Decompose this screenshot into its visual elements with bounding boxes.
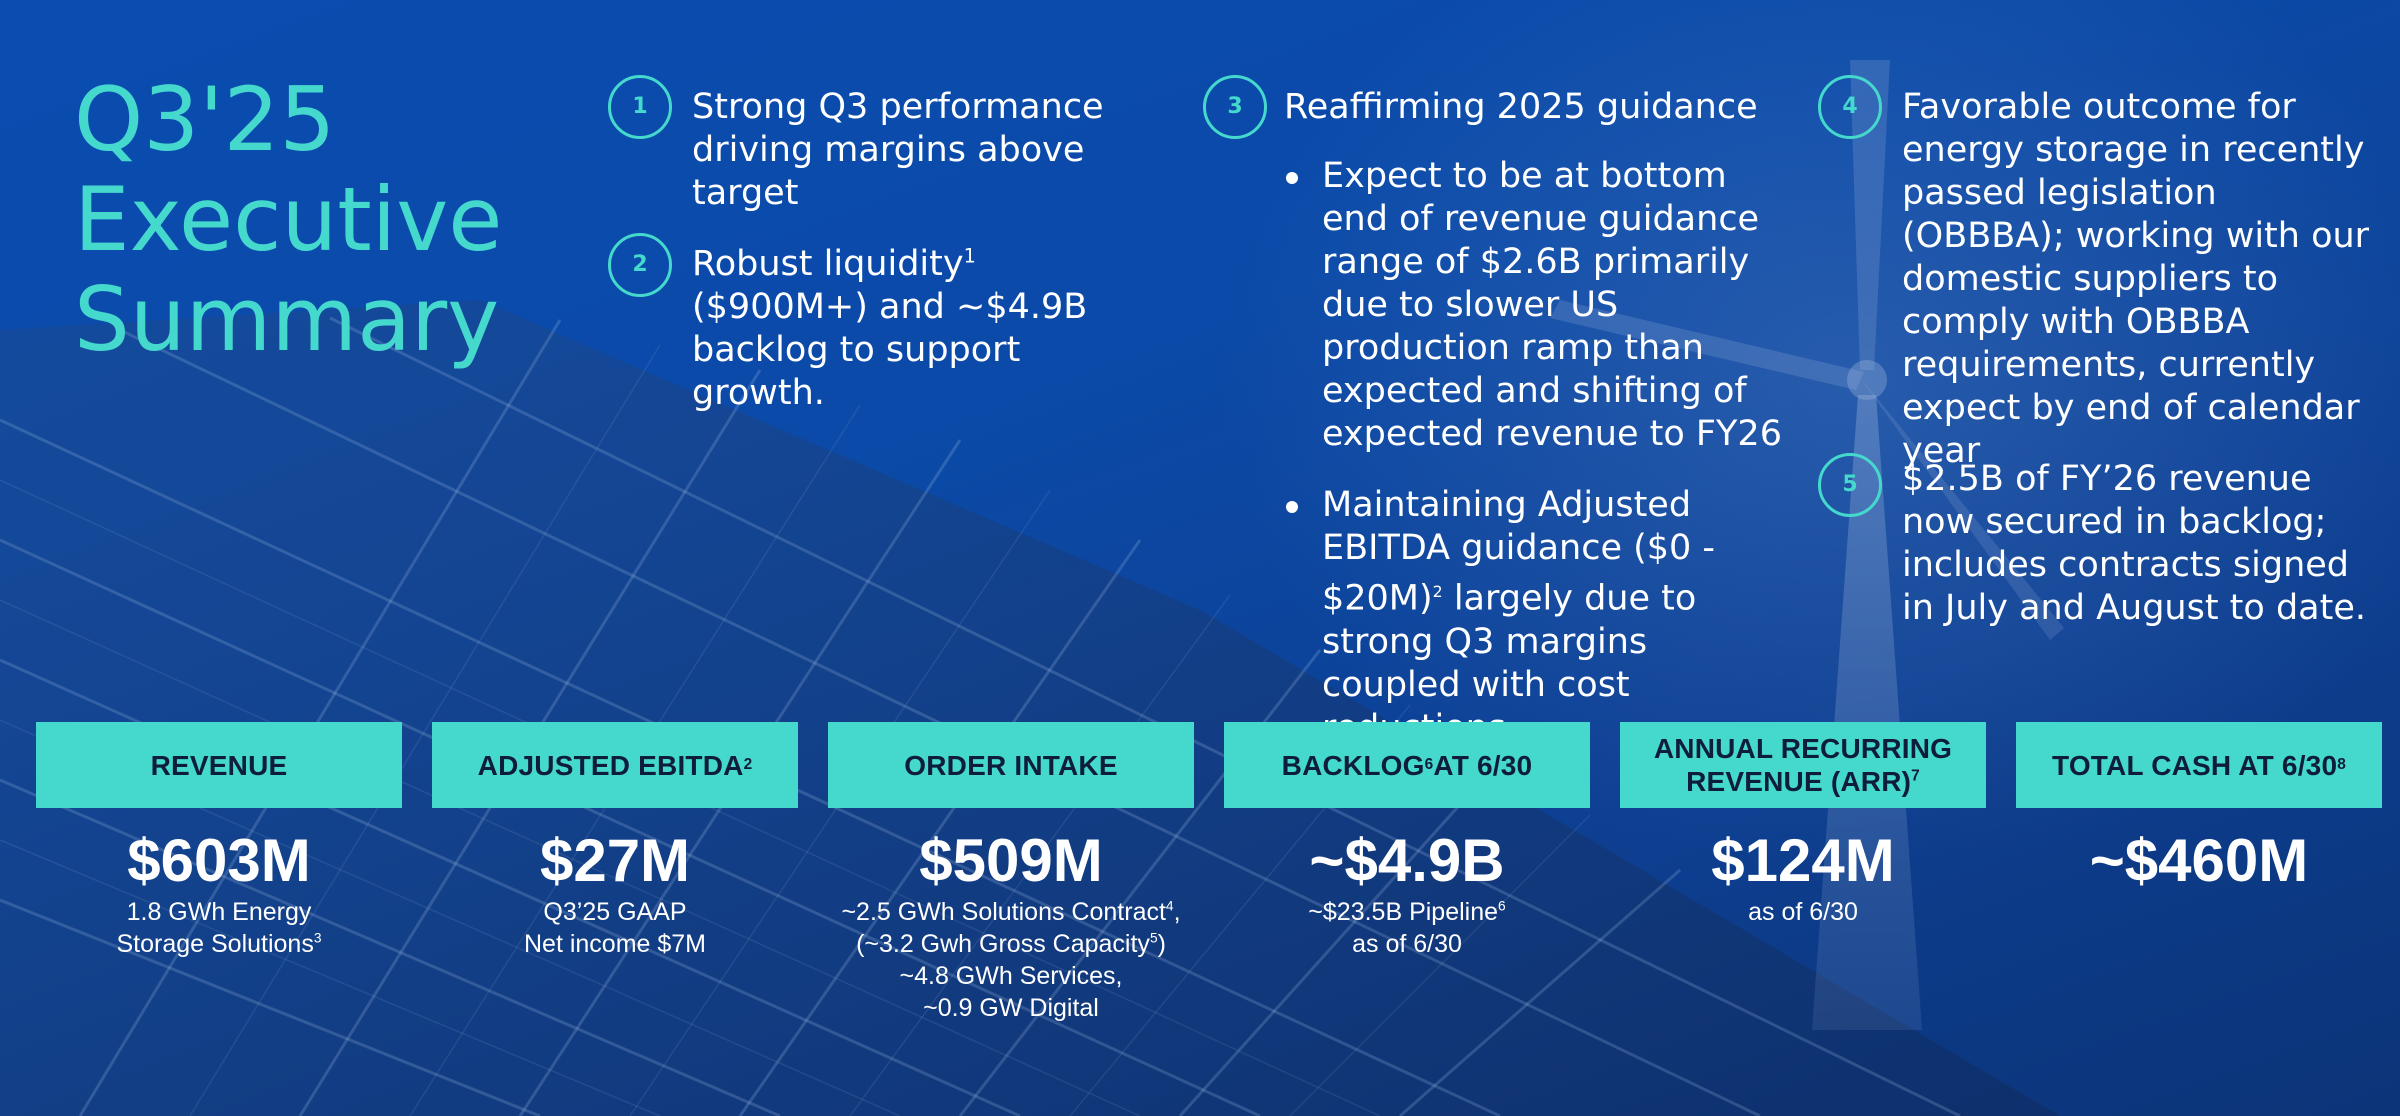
metric-subtext: as of 6/30 [1352, 930, 1462, 958]
metric-header: REVENUE [36, 722, 402, 808]
number-badge-4: 4 [1818, 75, 1882, 139]
number-badge-1: 1 [608, 75, 672, 139]
title-line-2: Executive [74, 168, 503, 271]
number-badge-2: 2 [608, 233, 672, 297]
metric-subtext: (~3.2 Gwh Gross Capacity5) [856, 930, 1166, 958]
title-line-3: Summary [74, 268, 500, 371]
metric-value: $124M [1711, 827, 1895, 894]
metric-subtext: Net income $7M [523, 930, 707, 958]
title-line-1: Q3'25 [74, 68, 336, 171]
metric-value: $27M [539, 827, 691, 894]
metric-total-cash: TOTAL CASH AT 6/30 8 ~$460M [2016, 722, 2382, 896]
metric-subtext: as of 6/30 [1748, 898, 1858, 926]
metric-subtext: ~4.8 GWh Services, [899, 962, 1123, 990]
number-badge-3: 3 [1203, 75, 1267, 139]
highlight-text-2: Robust liquidity1 ($900M+) and ~$4.9B ba… [692, 244, 1088, 413]
metric-order-intake: ORDER INTAKE $509M ~2.5 GWh Solutions Co… [828, 722, 1194, 1024]
metric-subtext: Storage Solutions3 [116, 930, 322, 958]
bullet-dot-icon [1286, 501, 1298, 513]
metric-revenue: REVENUE $603M 1.8 GWh Energy Storage Sol… [36, 722, 402, 960]
metric-arr: ANNUAL RECURRING REVENUE (ARR)7 $124M as … [1620, 722, 1986, 928]
metric-value: ~$460M [2089, 827, 2309, 894]
metric-subtext: Q3’25 GAAP [543, 898, 687, 926]
metric-value: ~$4.9B [1309, 827, 1505, 894]
metric-subtext: 1.8 GWh Energy [126, 898, 312, 926]
highlight-text-5: $2.5B of FY’26 revenue now secured in ba… [1902, 459, 2366, 628]
metric-header: ANNUAL RECURRING REVENUE (ARR)7 [1620, 722, 1986, 808]
wind-turbine-shape [1550, 60, 2064, 1030]
page-title: Q3'25 Executive Summary [74, 70, 534, 370]
bullet-dot-icon [1286, 172, 1298, 184]
guidance-bullet-list: Expect to be at bottom end of revenue gu… [1276, 155, 1796, 778]
highlight-text-1: Strong Q3 performance driving margins ab… [692, 87, 1104, 213]
number-badge-5: 5 [1818, 453, 1882, 517]
metric-adjusted-ebitda: ADJUSTED EBITDA 2 $27M Q3’25 GAAP Net inc… [432, 722, 798, 960]
highlight-text-4: Favorable outcome for energy storage in … [1902, 87, 2370, 471]
metric-backlog: BACKLOG 6 AT 6/30 ~$4.9B ~$23.5B Pipeline… [1224, 722, 1590, 960]
metric-header: TOTAL CASH AT 6/30 8 [2016, 722, 2382, 808]
metric-value: $509M [919, 827, 1103, 894]
highlight-text-3: Reaffirming 2025 guidance [1284, 87, 1758, 127]
metric-header: ADJUSTED EBITDA 2 [432, 722, 798, 808]
metric-value: $603M [127, 827, 311, 894]
guidance-bullet-1: Expect to be at bottom end of revenue gu… [1276, 155, 1796, 456]
metric-subtext: ~0.9 GW Digital [923, 994, 1099, 1022]
metric-subtext: ~2.5 GWh Solutions Contract4, [841, 898, 1181, 926]
metric-subtext: ~$23.5B Pipeline6 [1308, 898, 1506, 926]
metric-header: ORDER INTAKE [828, 722, 1194, 808]
metric-header: BACKLOG 6 AT 6/30 [1224, 722, 1590, 808]
guidance-bullet-2: Maintaining Adjusted EBITDA guidance ($0… [1276, 484, 1796, 750]
